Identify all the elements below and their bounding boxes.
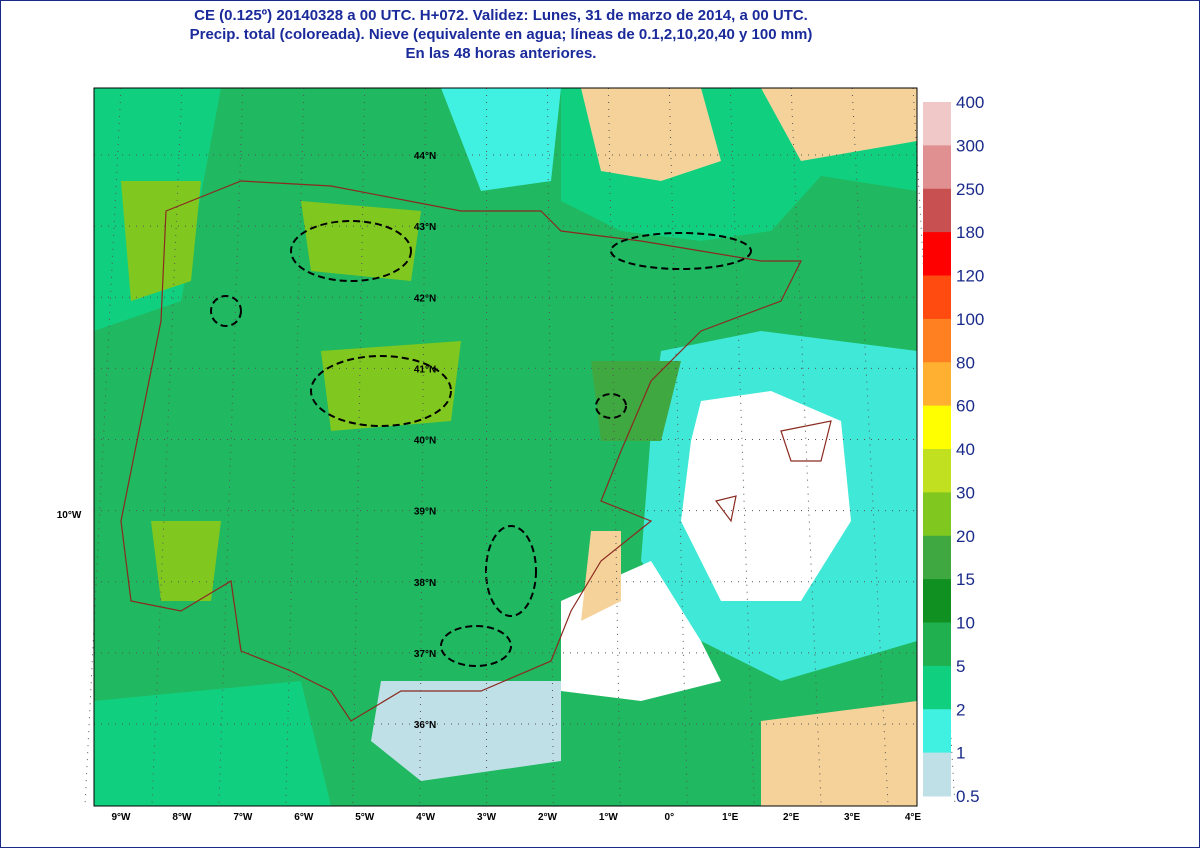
colorbar-band [923,665,951,710]
coastline [120,180,832,722]
colorbar-band [923,535,951,580]
lon-label: 3°W [477,812,497,823]
colorbar-band [923,752,951,797]
lon-label: 5°W [355,812,375,823]
meridian [546,87,554,807]
lon-label: 7°W [233,812,253,823]
lat-label: 43°N [414,222,436,233]
meridian [419,87,427,807]
lat-label: 42°N [414,293,436,304]
meridian [151,87,183,807]
meridian [285,87,305,807]
title-line: CE (0.125º) 20140328 a 00 UTC. H+072. Va… [194,7,808,24]
lat-label: 40°N [414,436,436,447]
colorbar-band [923,188,951,233]
colorbar-label: 60 [956,397,975,416]
colorbar-label: 1 [956,744,965,763]
meridian [790,87,822,807]
lat-label: 37°N [414,649,436,660]
colorbar-label: 40 [956,440,975,459]
colorbar-label: 100 [956,310,984,329]
colorbar-label: 10 [956,614,975,633]
colorbar-label: 5 [956,657,965,676]
title-line: Precip. total (coloreada). Nieve (equiva… [189,26,813,43]
lat-label: 39°N [414,507,436,518]
lon-label: 2°W [538,812,558,823]
colorbar-band [923,492,951,537]
colorbar-label: 20 [956,527,975,546]
colorbar-label: 250 [956,180,984,199]
colorbar-band [923,145,951,190]
colorbar-label: 120 [956,267,984,286]
meridian [851,87,889,807]
colorbar-band [923,622,951,667]
side-label: 10°W [57,510,82,521]
colorbar-label: 30 [956,483,975,502]
colorbar-band [923,709,951,754]
colorbar-band [923,102,951,146]
colorbar-band [923,275,951,320]
map-frame [93,87,918,807]
lon-label: 2°E [783,812,800,823]
colorbar: 400 300 250 180 120 100 80 60 40 30 20 15 10 5 2 1 0.5 [923,93,984,806]
colorbar-label: 400 [956,93,984,112]
lat-label: 44°N [414,151,436,162]
colorbar-label: 2 [956,700,965,719]
meridian [607,87,621,807]
colorbar-label: 0.5 [956,787,980,806]
meridian [352,87,366,807]
colorbar-label: 180 [956,223,984,242]
graticule [84,87,956,807]
colorbar-band [923,318,951,363]
lat-label: 38°N [414,578,436,589]
lon-label: 6°W [294,812,314,823]
lat-label: 36°N [414,720,436,731]
lon-label: 8°W [172,812,192,823]
snow-contours [210,220,752,667]
colorbar-band [923,362,951,407]
meridian [912,87,956,807]
colorbar-label: 300 [956,136,984,155]
meridian [218,87,244,807]
colorbar-label: 15 [956,570,975,589]
colorbar-band [923,405,951,450]
lon-label: 1°W [599,812,619,823]
lon-label: 0° [665,812,675,823]
meridian [668,87,688,807]
lon-label: 3°E [844,812,861,823]
meridian [84,87,122,807]
lon-label: 4°W [416,812,436,823]
lat-label: 41°N [414,364,436,375]
colorbar-band [923,232,951,276]
lon-label: 1°E [722,812,739,823]
lon-label: 9°W [112,812,132,823]
colorbar-label: 80 [956,353,975,372]
colorbar-band [923,449,951,493]
colorbar-band [923,579,951,623]
precip-field [94,88,917,806]
meridian [729,87,755,807]
title-line: En las 48 horas anteriores. [405,45,597,62]
lon-label: 4°E [905,812,922,823]
